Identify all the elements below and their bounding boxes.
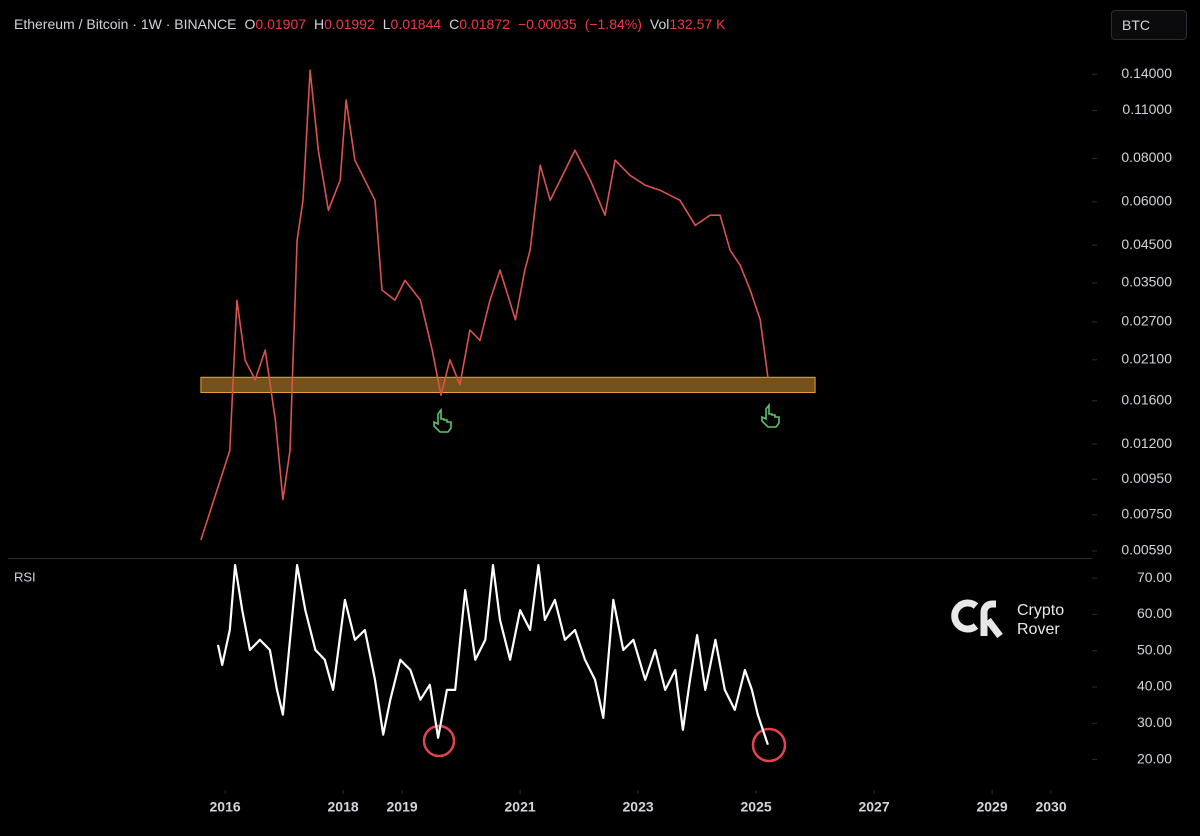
ohlc-value: 0.01907 xyxy=(255,16,307,32)
y-tick-label: 0.02100 xyxy=(1121,351,1172,367)
y-tick-label: 0.00590 xyxy=(1121,542,1172,558)
volume-key: Vol xyxy=(649,16,670,32)
ohlc-key: O xyxy=(244,16,256,32)
brand-name: Rover xyxy=(1017,621,1060,638)
rsi-title: RSI xyxy=(14,569,36,584)
change: −0.00035 xyxy=(517,16,577,32)
support-zone xyxy=(200,376,816,394)
y-tick-label: 70.00 xyxy=(1137,569,1172,585)
y-tick-label: 0.02700 xyxy=(1121,313,1172,329)
x-tick-label: 2021 xyxy=(505,799,536,815)
ohlc-value: 0.01872 xyxy=(459,16,510,32)
y-tick-label: 0.04500 xyxy=(1121,236,1172,252)
annotation-circle xyxy=(422,724,456,758)
x-tick-label: 2029 xyxy=(976,799,1007,815)
y-tick-label: 0.06000 xyxy=(1121,192,1172,208)
plot-area xyxy=(216,564,769,746)
x-tick-label: 2016 xyxy=(210,799,241,815)
y-tick-label: 0.08000 xyxy=(1121,149,1172,165)
brand-logo xyxy=(951,599,1003,639)
x-tick-label: 2019 xyxy=(387,799,418,815)
ohlc-key: H xyxy=(314,16,325,32)
y-tick-label: 0.01600 xyxy=(1121,391,1172,407)
y-tick-label: 40.00 xyxy=(1137,678,1172,694)
x-tick-label: 2025 xyxy=(741,799,772,815)
y-tick-label: 0.01200 xyxy=(1121,435,1172,451)
y-tick-label: 30.00 xyxy=(1137,714,1172,730)
chart-header: Ethereum / Bitcoin · 1W · BINANCE O 0.019… xyxy=(14,16,725,32)
change-percent: (−1.84%) xyxy=(584,16,642,32)
series-line xyxy=(216,564,769,746)
ohlc-key: C xyxy=(449,16,460,32)
y-tick-label: 0.00750 xyxy=(1121,506,1172,522)
y-tick-label: 0.03500 xyxy=(1121,274,1172,290)
y-tick-label: 60.00 xyxy=(1137,605,1172,621)
x-tick-label: 2023 xyxy=(623,799,654,815)
ohlc-key: L xyxy=(382,16,391,32)
y-tick-label: 0.14000 xyxy=(1121,65,1172,81)
ohlc-value: 0.01844 xyxy=(390,16,442,32)
y-tick-label: 0.00950 xyxy=(1121,470,1172,486)
y-tick-label: 50.00 xyxy=(1137,641,1172,657)
x-tick-label: 2030 xyxy=(1035,799,1066,815)
plot-area xyxy=(200,69,816,541)
annotation-circle xyxy=(751,727,787,763)
volume-value: 132.57 K xyxy=(669,16,726,32)
x-tick-label: 2027 xyxy=(858,799,889,815)
x-tick-label: 2018 xyxy=(328,799,359,815)
hand-icon xyxy=(761,402,780,428)
currency-button[interactable]: BTC xyxy=(1111,10,1187,40)
ohlc-value: 0.01992 xyxy=(324,16,375,32)
y-tick-label: 0.11000 xyxy=(1122,101,1172,117)
series-line xyxy=(200,69,769,541)
chart-title: Ethereum / Bitcoin · 1W · BINANCE xyxy=(14,16,237,32)
brand-name: Crypto xyxy=(1017,602,1064,619)
hand-icon xyxy=(433,407,452,433)
y-tick-label: 20.00 xyxy=(1137,750,1172,766)
